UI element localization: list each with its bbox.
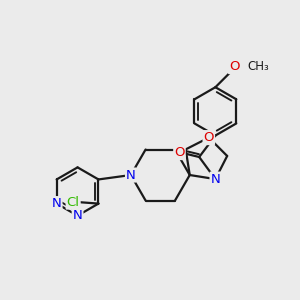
Text: Cl: Cl xyxy=(67,196,80,208)
Text: CH₃: CH₃ xyxy=(247,60,268,73)
Text: O: O xyxy=(204,131,214,144)
Text: N: N xyxy=(73,209,82,222)
Text: O: O xyxy=(229,60,239,73)
Text: N: N xyxy=(52,197,62,210)
Text: N: N xyxy=(126,169,136,182)
Text: O: O xyxy=(174,146,185,159)
Text: N: N xyxy=(211,172,220,186)
